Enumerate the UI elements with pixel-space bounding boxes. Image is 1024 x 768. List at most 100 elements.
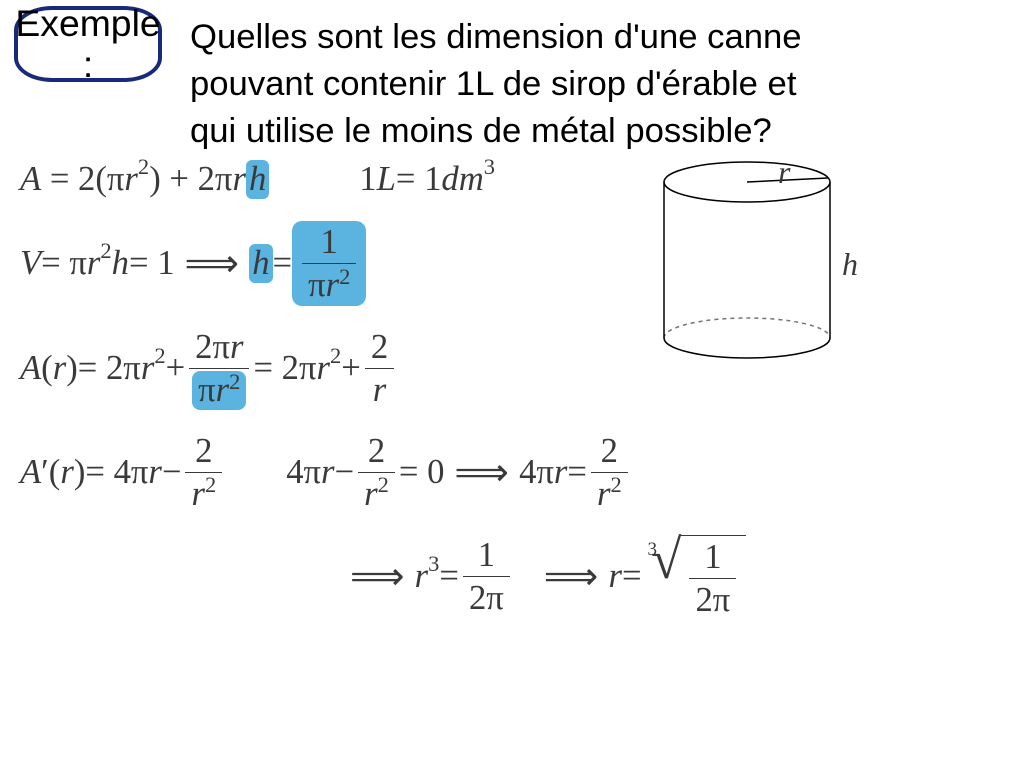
sym-r: r bbox=[554, 453, 568, 492]
sym-r: r bbox=[608, 557, 622, 596]
den: 2π bbox=[689, 581, 736, 619]
txt: + bbox=[341, 349, 361, 388]
txt: = 2π bbox=[253, 349, 316, 388]
sym-r: r bbox=[232, 160, 246, 199]
txt: ( bbox=[49, 453, 61, 492]
sym-r: r bbox=[87, 244, 101, 283]
txt: = 1 bbox=[129, 244, 175, 283]
num: 2πr bbox=[189, 328, 249, 366]
sym-h: h bbox=[112, 244, 129, 283]
math-row-5: ⟹ r 3 = 1 2π ⟹ r = 3 √ 1 2π bbox=[340, 535, 1000, 619]
root-body: 1 2π bbox=[679, 535, 746, 619]
sup-2: 2 bbox=[138, 154, 149, 180]
hl-frac: 1 πr2 bbox=[292, 221, 366, 306]
txt: − bbox=[162, 453, 182, 492]
num: 1 bbox=[315, 223, 344, 261]
bar bbox=[358, 472, 395, 473]
problem-text: Quelles sont les dimension d'une canne p… bbox=[190, 18, 802, 150]
math-row-1: A = 2(π r 2 ) + 2π r h 1 L = 1 dm 3 bbox=[20, 160, 1000, 199]
sym-r: r bbox=[60, 453, 74, 492]
txt: ) bbox=[74, 453, 86, 492]
txt: − bbox=[335, 453, 355, 492]
badge-line2: : bbox=[15, 44, 160, 85]
den: 2π bbox=[463, 579, 510, 617]
frac: 1 πr2 bbox=[302, 223, 356, 304]
sym-r: r bbox=[124, 160, 138, 199]
hl-h: h bbox=[246, 160, 269, 199]
frac: 2 r2 bbox=[591, 432, 628, 513]
arrow-implies: ⟹ bbox=[454, 450, 509, 495]
den: r bbox=[367, 371, 393, 409]
num: 1 bbox=[472, 536, 501, 574]
math-row-4: A ′ ( r ) = 4π r − 2 r2 4π r − 2 r2 = 0 … bbox=[20, 432, 1000, 513]
txt: = bbox=[273, 244, 293, 283]
sym-r: r bbox=[317, 349, 331, 388]
frac: 2 r2 bbox=[358, 432, 395, 513]
txt: = π bbox=[41, 244, 87, 283]
txt: 1 bbox=[359, 160, 376, 199]
sup-2: 2 bbox=[100, 238, 111, 264]
txt: + bbox=[166, 349, 186, 388]
txt: = 0 bbox=[399, 453, 445, 492]
badge-line1: Exemple bbox=[15, 3, 160, 44]
arrow-implies: ⟹ bbox=[185, 241, 240, 286]
sup-2: 2 bbox=[330, 343, 341, 369]
sym-r: r bbox=[415, 557, 429, 596]
txt: ( bbox=[41, 349, 53, 388]
bar bbox=[463, 576, 510, 577]
prime: ′ bbox=[41, 453, 49, 492]
cube-root: 3 √ 1 2π bbox=[642, 535, 747, 619]
den-hl: πr2 bbox=[192, 371, 246, 409]
sym-A: A bbox=[20, 453, 41, 492]
root-symbol: √ bbox=[651, 543, 681, 576]
txt: = bbox=[439, 557, 459, 596]
sym-V: V bbox=[20, 244, 41, 283]
frac: 2πr πr2 bbox=[189, 328, 249, 409]
sym-r: r bbox=[53, 349, 67, 388]
txt: = bbox=[622, 557, 642, 596]
num: 2 bbox=[595, 432, 624, 470]
txt: 4π bbox=[519, 453, 554, 492]
sym-r: r bbox=[148, 453, 162, 492]
den: πr2 bbox=[302, 266, 356, 304]
sup-3: 3 bbox=[484, 154, 495, 180]
arrow-implies: ⟹ bbox=[544, 554, 599, 599]
math-row-3: A ( r ) = 2π r 2 + 2πr πr2 = 2π r 2 + 2 … bbox=[20, 328, 1000, 409]
num: 2 bbox=[362, 432, 391, 470]
frac: 2 r bbox=[365, 328, 394, 409]
bar bbox=[365, 368, 394, 369]
num: 2 bbox=[365, 328, 394, 366]
sym-dm: dm bbox=[441, 160, 483, 199]
txt: = bbox=[567, 453, 587, 492]
hl-h: h bbox=[249, 244, 272, 283]
sym-L: L bbox=[377, 160, 396, 199]
den: r2 bbox=[358, 475, 395, 513]
frac: 2 r2 bbox=[185, 432, 222, 513]
sym-A: A bbox=[20, 349, 41, 388]
sym-A: A bbox=[20, 160, 41, 199]
den: r2 bbox=[185, 475, 222, 513]
math-area: A = 2(π r 2 ) + 2π r h 1 L = 1 dm 3 V = … bbox=[20, 160, 1000, 641]
txt: = 2(π bbox=[41, 160, 124, 199]
num: 2 bbox=[189, 432, 218, 470]
problem-statement: Quelles sont les dimension d'une canne p… bbox=[190, 14, 830, 154]
sup-2: 2 bbox=[154, 343, 165, 369]
num: 1 bbox=[698, 538, 727, 576]
sup-3: 3 bbox=[428, 551, 439, 577]
txt: = 2π bbox=[78, 349, 141, 388]
frac: 1 2π bbox=[463, 536, 510, 617]
exemple-badge-inner: Exemple : bbox=[18, 10, 158, 78]
txt: ) bbox=[66, 349, 78, 388]
math-row-2: V = π r 2 h = 1 ⟹ h = 1 πr2 bbox=[20, 221, 1000, 306]
bar bbox=[689, 578, 736, 579]
bar bbox=[185, 472, 222, 473]
bar bbox=[189, 368, 249, 369]
txt: = 1 bbox=[396, 160, 442, 199]
sym-r: r bbox=[141, 349, 155, 388]
txt: 4π bbox=[286, 453, 321, 492]
txt: ) + 2π bbox=[149, 160, 232, 199]
frac: 1 2π bbox=[689, 538, 736, 619]
txt: = 4π bbox=[85, 453, 148, 492]
exemple-badge: Exemple : bbox=[14, 6, 162, 82]
sym-r: r bbox=[321, 453, 335, 492]
